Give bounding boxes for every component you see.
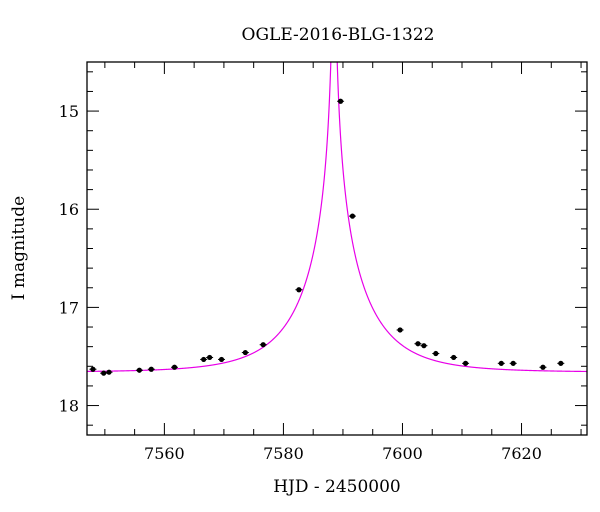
data-point — [337, 98, 344, 104]
axis-ticks — [87, 62, 587, 435]
x-axis-label: HJD - 2450000 — [273, 477, 401, 497]
x-tick-label: 7560 — [144, 444, 185, 463]
data-point — [415, 341, 421, 347]
y-tick-label: 18 — [59, 397, 79, 416]
data-point — [242, 349, 248, 356]
data-point — [90, 366, 96, 372]
chart-title: OGLE-2016-BLG-1322 — [242, 25, 435, 45]
data-point — [296, 287, 302, 293]
data-point — [106, 369, 112, 375]
data-point — [510, 360, 516, 366]
data-point — [148, 366, 154, 372]
data-point — [498, 360, 504, 366]
data-point — [101, 370, 107, 376]
data-point — [397, 327, 403, 333]
data-point — [349, 213, 356, 219]
data-point — [433, 350, 439, 357]
data-point — [558, 360, 564, 366]
plot-frame — [86, 61, 588, 436]
data-point — [218, 356, 225, 363]
tick-labels: 7560 7580 7600 7620 15 16 17 18 — [59, 102, 542, 463]
model-fit-curve — [87, 62, 587, 373]
data-point — [462, 360, 469, 366]
data-points — [89, 98, 565, 376]
data-point — [201, 356, 207, 363]
y-tick-label: 16 — [59, 200, 79, 219]
x-tick-label: 7620 — [501, 444, 542, 463]
data-point — [421, 343, 427, 349]
y-axis-label: I magnitude — [9, 196, 29, 300]
data-point — [171, 364, 178, 370]
y-tick-label: 15 — [59, 102, 79, 121]
data-point — [451, 354, 457, 361]
data-point — [136, 367, 142, 373]
x-tick-label: 7600 — [382, 444, 423, 463]
y-tick-label: 17 — [59, 298, 79, 317]
data-point — [260, 342, 266, 348]
data-point — [540, 364, 546, 370]
x-tick-label: 7580 — [263, 444, 304, 463]
data-point — [207, 354, 213, 361]
